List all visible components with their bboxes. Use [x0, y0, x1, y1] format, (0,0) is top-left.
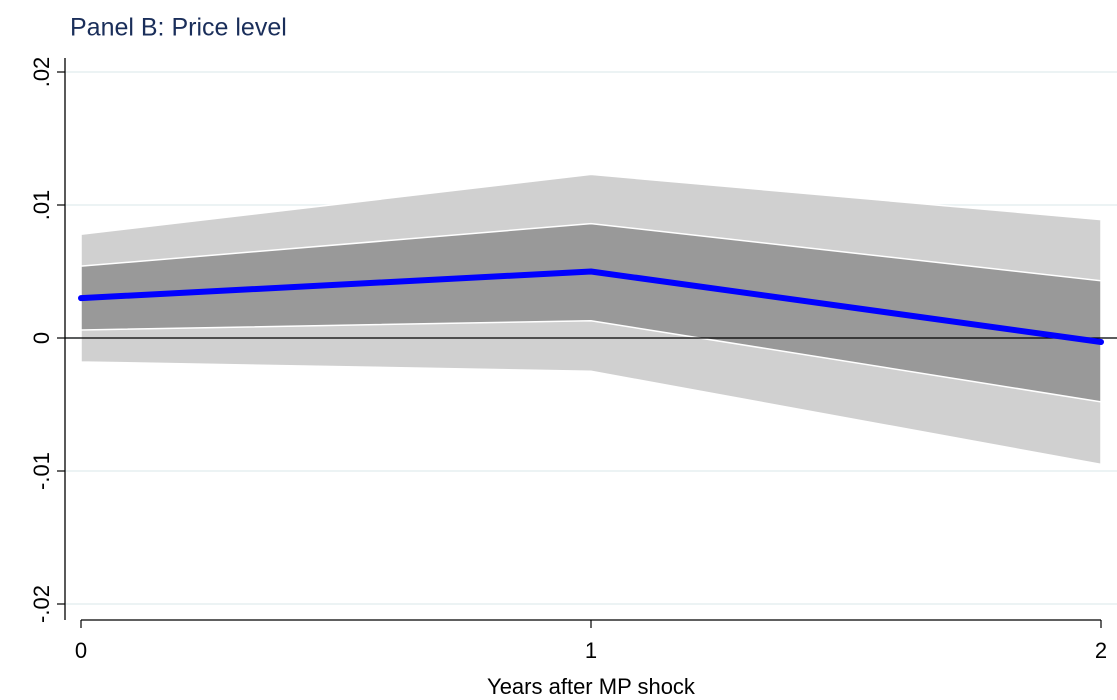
y-tick-label: -.02: [29, 585, 54, 623]
y-tick-label: .01: [29, 190, 54, 221]
confidence-band: [80, 222, 1102, 403]
y-tick-label: .02: [29, 57, 54, 88]
y-tick-label: 0: [29, 332, 54, 344]
chart-title: Panel B: Price level: [70, 14, 287, 42]
series-line: [78, 268, 1104, 345]
x-tick-label: 1: [585, 638, 597, 663]
x-tick-label: 0: [75, 638, 87, 663]
x-axis-label: Years after MP shock: [487, 674, 696, 699]
y-tick-label: -.01: [29, 452, 54, 490]
x-tick-label: 2: [1095, 638, 1107, 663]
